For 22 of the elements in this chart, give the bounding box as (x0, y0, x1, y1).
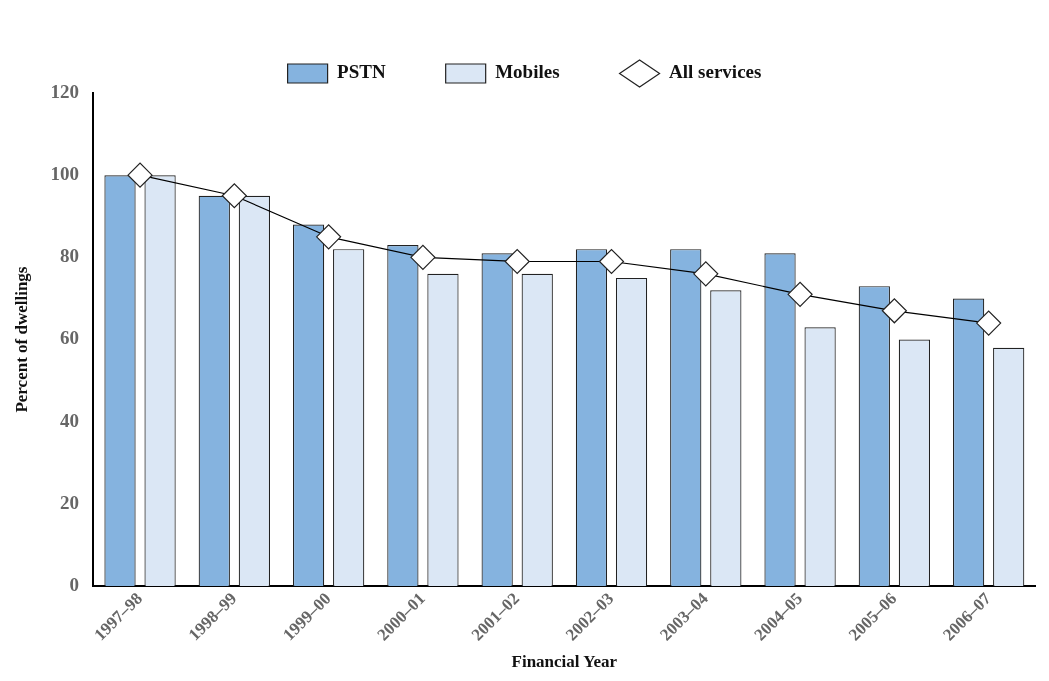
point (316, 224, 342, 250)
y-tick-label: 40 (59, 409, 79, 431)
point (598, 248, 625, 275)
point (127, 162, 153, 188)
y-tick-label: 100 (50, 163, 79, 185)
point (976, 310, 1002, 336)
y-tick-label: 60 (59, 327, 79, 349)
point (881, 298, 907, 324)
legend-label: All services (669, 61, 762, 83)
y-axis-title: Percent of dwellings (11, 266, 31, 413)
point (410, 244, 436, 270)
point (221, 183, 247, 209)
y-tick-label: 0 (69, 574, 79, 596)
y-tick-label: 20 (59, 491, 79, 513)
point (787, 281, 813, 307)
point (693, 261, 719, 287)
legend-label: PSTN (337, 61, 386, 83)
y-tick-label: 80 (59, 245, 79, 267)
x-axis-title: Financial Year (511, 652, 618, 672)
legend-label: Mobiles (495, 61, 560, 83)
point (504, 248, 530, 275)
y-tick-label: 120 (50, 80, 79, 102)
